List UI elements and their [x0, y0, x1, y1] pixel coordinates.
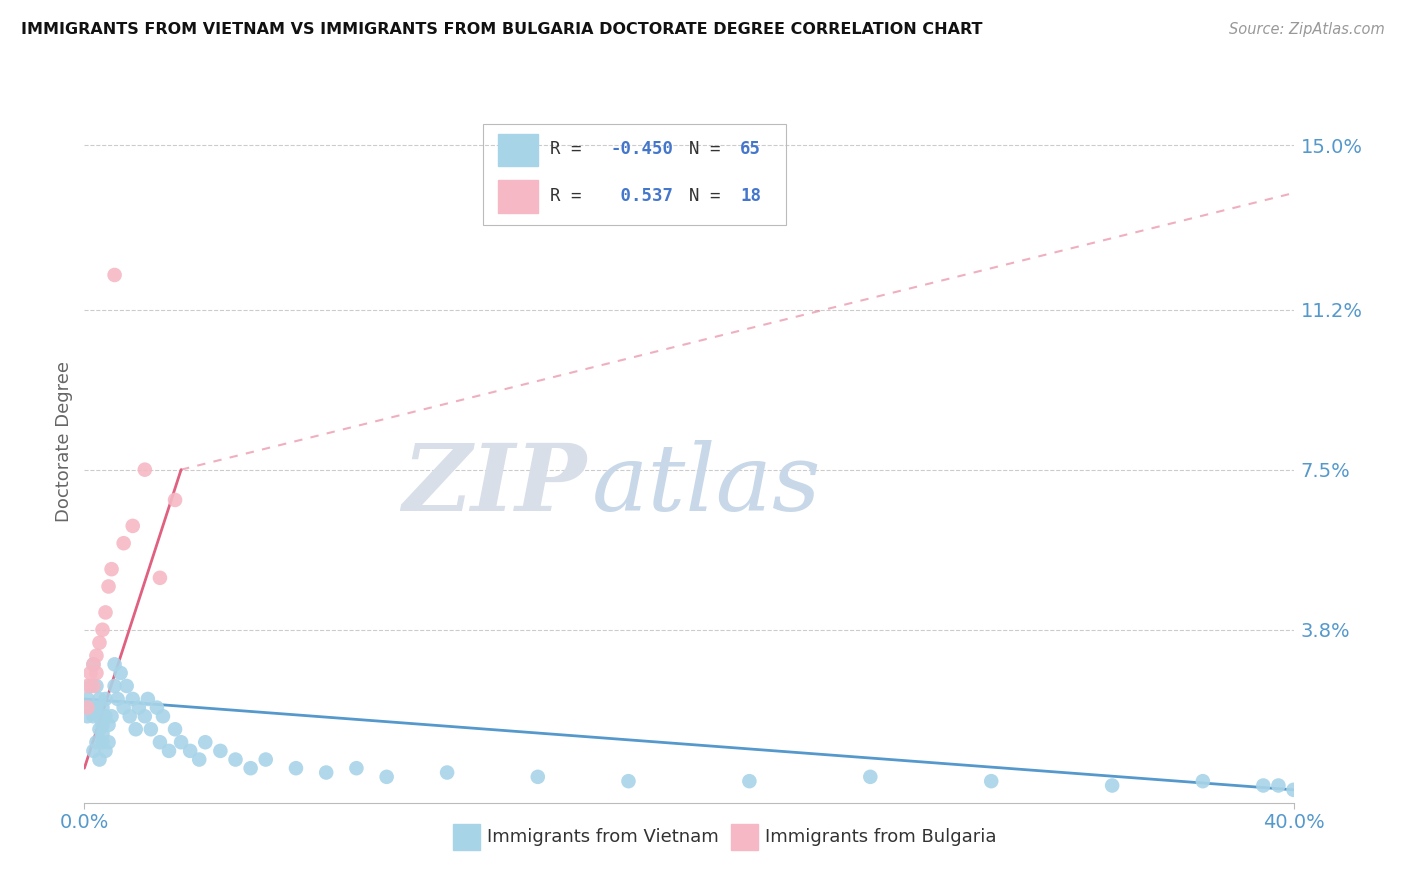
Point: [136, 692, 159, 706]
Point: [104, 679, 127, 693]
Point: [188, 752, 211, 766]
Point: [91, 726, 114, 740]
Text: IMMIGRANTS FROM VIETNAM VS IMMIGRANTS FROM BULGARIA DOCTORATE DEGREE CORRELATION: IMMIGRANTS FROM VIETNAM VS IMMIGRANTS FR…: [21, 22, 983, 37]
Text: Immigrants from Bulgaria: Immigrants from Bulgaria: [765, 828, 997, 846]
Point: [100, 709, 122, 723]
Point: [527, 770, 550, 784]
FancyBboxPatch shape: [731, 824, 758, 850]
Point: [79, 700, 101, 714]
Text: ZIP: ZIP: [402, 440, 586, 530]
Point: [104, 657, 127, 672]
Point: [128, 700, 150, 714]
Point: [125, 723, 148, 737]
Point: [134, 709, 156, 723]
Point: [1253, 779, 1275, 793]
Point: [86, 679, 108, 693]
Point: [91, 700, 114, 714]
Point: [86, 735, 108, 749]
Point: [375, 770, 398, 784]
Point: [165, 723, 187, 737]
Point: [346, 761, 368, 775]
Point: [89, 723, 111, 737]
Point: [152, 709, 174, 723]
Point: [980, 774, 1002, 789]
Point: [86, 648, 108, 663]
Point: [97, 735, 120, 749]
Point: [194, 735, 217, 749]
Point: [76, 709, 98, 723]
Point: [91, 623, 114, 637]
Point: [94, 606, 117, 620]
Point: [91, 718, 114, 732]
Point: [738, 774, 761, 789]
Point: [97, 579, 120, 593]
FancyBboxPatch shape: [453, 824, 479, 850]
Point: [110, 665, 132, 680]
Point: [86, 665, 108, 680]
Point: [76, 700, 98, 714]
Point: [82, 657, 104, 672]
Point: [157, 744, 180, 758]
Point: [94, 692, 117, 706]
Point: [112, 536, 135, 550]
Point: [1267, 779, 1289, 793]
Point: [79, 665, 101, 680]
Point: [107, 692, 129, 706]
Point: [115, 679, 138, 693]
Point: [112, 700, 135, 714]
Point: [82, 657, 104, 672]
Point: [617, 774, 640, 789]
Point: [139, 723, 162, 737]
Point: [82, 679, 104, 693]
Point: [94, 709, 117, 723]
Point: [170, 735, 193, 749]
Point: [859, 770, 882, 784]
Point: [100, 562, 122, 576]
Point: [436, 765, 458, 780]
Point: [285, 761, 308, 775]
Point: [121, 519, 143, 533]
Point: [146, 700, 169, 714]
Point: [1101, 779, 1123, 793]
Point: [82, 744, 104, 758]
Point: [94, 744, 117, 758]
Text: Source: ZipAtlas.com: Source: ZipAtlas.com: [1229, 22, 1385, 37]
Point: [239, 761, 262, 775]
Point: [121, 692, 143, 706]
Point: [89, 692, 111, 706]
Point: [82, 709, 104, 723]
Point: [97, 718, 120, 732]
Text: Immigrants from Vietnam: Immigrants from Vietnam: [486, 828, 718, 846]
Point: [209, 744, 232, 758]
Point: [149, 735, 172, 749]
Point: [76, 679, 98, 693]
Point: [149, 571, 172, 585]
Point: [1192, 774, 1215, 789]
Point: [179, 744, 201, 758]
Point: [315, 765, 337, 780]
Point: [86, 700, 108, 714]
Text: atlas: atlas: [592, 440, 821, 530]
Point: [1282, 782, 1305, 797]
Point: [118, 709, 141, 723]
Point: [91, 735, 114, 749]
Point: [89, 709, 111, 723]
Point: [225, 752, 247, 766]
Point: [165, 492, 187, 507]
Point: [79, 679, 101, 693]
Point: [89, 752, 111, 766]
Point: [89, 636, 111, 650]
Point: [104, 268, 127, 282]
Point: [76, 692, 98, 706]
Point: [254, 752, 277, 766]
Point: [134, 463, 156, 477]
Y-axis label: Doctorate Degree: Doctorate Degree: [55, 361, 73, 522]
